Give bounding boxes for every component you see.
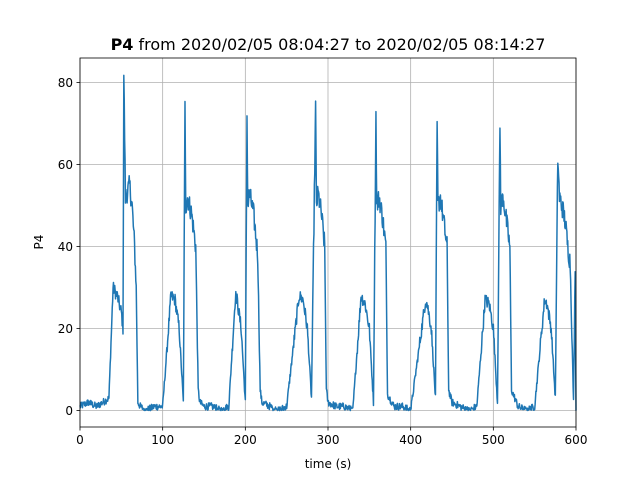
y-tick-label: 40 — [58, 240, 73, 254]
x-tick-label: 300 — [317, 433, 340, 447]
x-tick-label: 400 — [399, 433, 422, 447]
x-tick-label: 0 — [76, 433, 84, 447]
series-line-0 — [79, 74, 577, 412]
x-tick-label: 100 — [151, 433, 174, 447]
data-layer — [79, 74, 577, 412]
x-tick-label: 200 — [234, 433, 257, 447]
y-tick-label: 80 — [58, 76, 73, 90]
y-axis-label: P4 — [32, 235, 46, 250]
y-tick-label: 60 — [58, 158, 73, 172]
x-tick-label: 600 — [565, 433, 588, 447]
x-tick-layer: 0 100 200 300 400 500 600 — [76, 427, 587, 447]
y-tick-layer: 0 20 40 60 80 — [58, 76, 80, 418]
y-tick-label: 20 — [58, 322, 73, 336]
x-axis-label: time (s) — [305, 457, 352, 471]
x-tick-label: 500 — [482, 433, 505, 447]
chart-title-rest: from 2020/02/05 08:04:27 to 2020/02/05 0… — [133, 35, 545, 54]
chart-title: P4 from 2020/02/05 08:04:27 to 2020/02/0… — [111, 35, 546, 54]
grid-layer — [79, 58, 577, 427]
chart-title-bold: P4 — [111, 35, 134, 54]
y-tick-label: 0 — [65, 404, 73, 418]
